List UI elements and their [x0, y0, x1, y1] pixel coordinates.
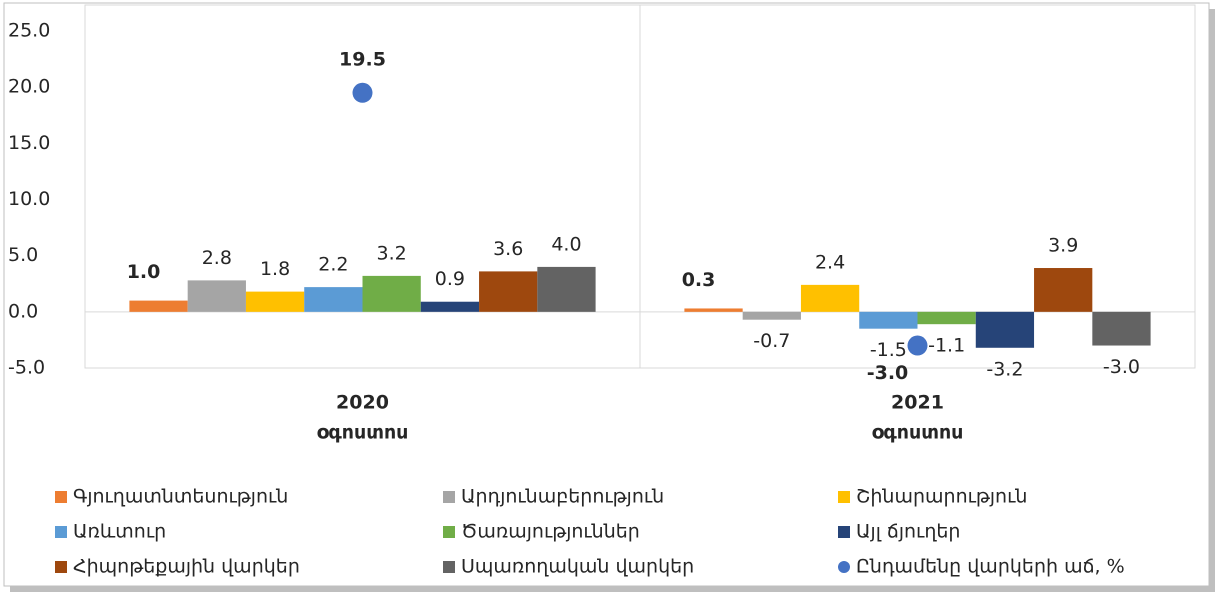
legend-marker	[55, 561, 67, 573]
data-label: 3.6	[493, 238, 523, 260]
total-dot	[907, 335, 928, 356]
legend-label: Ընդամենը վարկերի աճ, %	[856, 556, 1125, 578]
bar	[975, 311, 1035, 348]
x-tick-label: օգոստոս	[872, 422, 964, 444]
legend-label: Շինարարություն	[856, 486, 1027, 508]
data-label: -1.1	[928, 335, 965, 357]
data-label: 0.9	[435, 268, 465, 290]
legend-label: Հիպոթեքային վարկեր	[73, 556, 300, 578]
data-label: 0.3	[682, 269, 716, 291]
bar	[917, 311, 976, 325]
y-tick-label: 0.0	[8, 300, 38, 322]
legend-marker	[838, 561, 850, 573]
bar	[362, 275, 421, 312]
bar	[537, 266, 596, 312]
data-label: 1.8	[260, 258, 290, 280]
y-tick-label: -5.0	[8, 357, 45, 379]
data-label: -0.7	[753, 330, 790, 352]
y-tick-label: 25.0	[8, 20, 50, 42]
legend-label: Առևտուր	[73, 521, 166, 543]
bar	[420, 301, 480, 312]
bar	[1092, 311, 1151, 346]
data-label: 2.8	[202, 247, 232, 269]
y-tick-label: 5.0	[8, 244, 38, 266]
bar	[187, 280, 246, 312]
data-label: 3.2	[377, 242, 407, 264]
legend-label: Այլ ճյուղեր	[856, 521, 960, 543]
data-label: -3.0	[1103, 356, 1140, 378]
bar	[245, 291, 305, 312]
bar	[479, 271, 538, 312]
data-label: 1.0	[127, 261, 161, 283]
legend-marker	[443, 526, 455, 538]
bar	[800, 284, 860, 312]
data-label: 2.2	[318, 254, 348, 276]
bar	[684, 308, 743, 312]
x-tick-label: 2021	[891, 392, 944, 414]
legend-marker	[838, 526, 850, 538]
data-label: -3.0	[867, 362, 909, 384]
bar	[304, 287, 363, 312]
legend-label: Սպառողական վարկեր	[461, 556, 694, 578]
data-label: 4.0	[551, 233, 581, 255]
legend-marker	[443, 491, 455, 503]
bar	[859, 311, 918, 329]
bar	[742, 311, 801, 320]
bar	[129, 300, 188, 312]
legend-marker	[838, 491, 850, 503]
x-tick-label: օգոստոս	[317, 422, 409, 444]
legend-label: Արդյունաբերություն	[461, 486, 664, 508]
x-tick-label: 2020	[336, 392, 389, 414]
data-label: -3.2	[986, 358, 1023, 380]
y-tick-label: 10.0	[8, 188, 50, 210]
data-label: 19.5	[339, 48, 386, 70]
legend-marker	[55, 526, 67, 538]
legend-label: Գյուղատնտեսություն	[73, 486, 288, 508]
y-tick-label: 15.0	[8, 132, 50, 154]
data-label: 2.4	[815, 251, 845, 273]
legend-marker	[443, 561, 455, 573]
bar	[1034, 268, 1093, 312]
legend-label: Ծառայություններ	[461, 521, 640, 543]
data-label: -1.5	[870, 339, 907, 361]
total-dot	[352, 82, 373, 103]
data-label: 3.9	[1048, 235, 1078, 257]
legend-marker	[55, 491, 67, 503]
y-tick-label: 20.0	[8, 76, 50, 98]
